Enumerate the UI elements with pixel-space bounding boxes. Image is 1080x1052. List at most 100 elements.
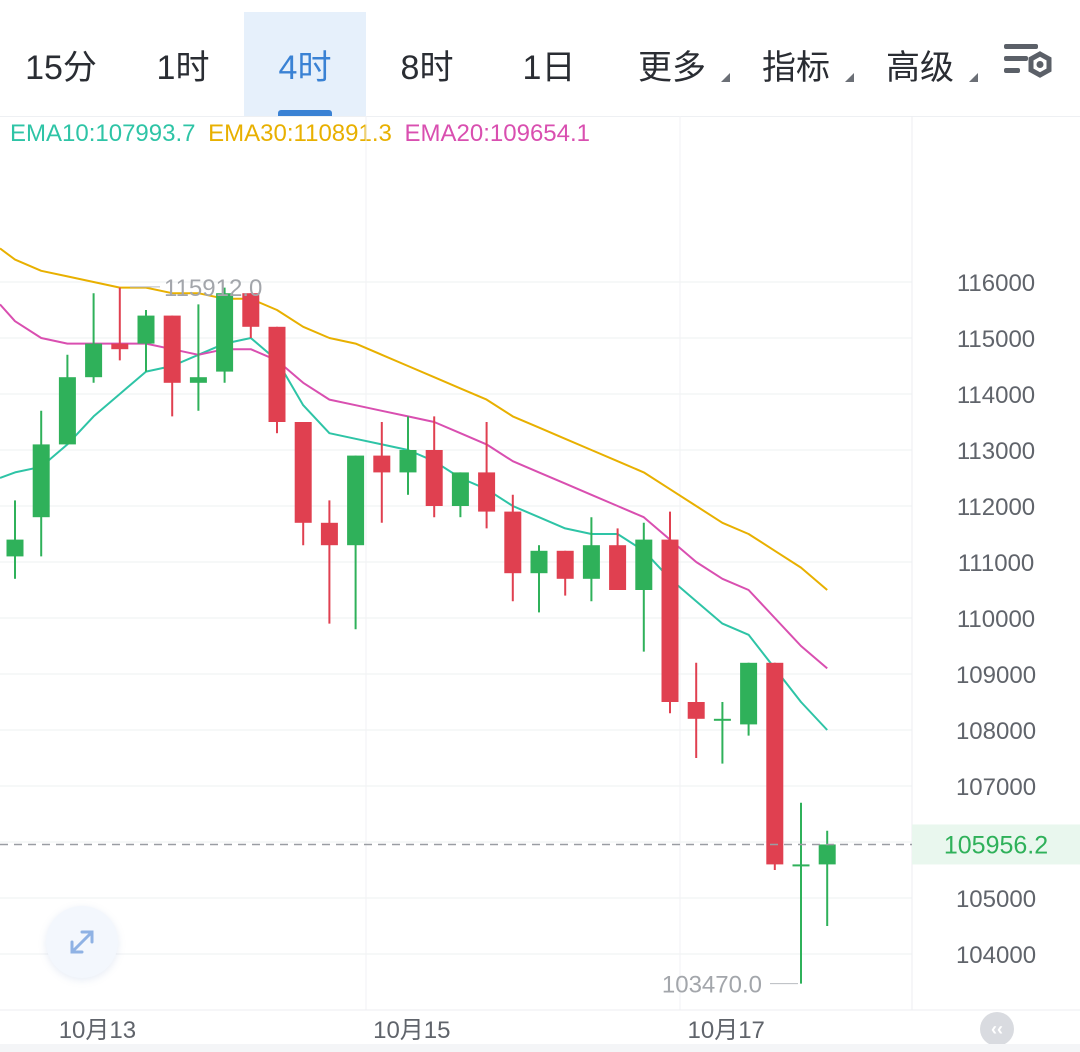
candle-body: [268, 326, 286, 422]
x-tick-label: 10月13: [59, 1017, 136, 1044]
candle: [320, 500, 338, 624]
candle: [687, 662, 705, 758]
candle-body: [556, 550, 574, 579]
y-tick-label: 116000: [957, 270, 1035, 297]
tab-4h[interactable]: 4时: [244, 12, 366, 116]
active-tab-indicator: [278, 110, 332, 116]
candle-body: [189, 377, 207, 383]
candle-body: [792, 864, 810, 867]
more-dropdown[interactable]: 更多: [610, 12, 734, 116]
fullscreen-button[interactable]: [46, 906, 118, 978]
indicators-dropdown[interactable]: 指标: [734, 12, 858, 116]
y-tick-label: 112000: [957, 494, 1035, 521]
candle-body: [451, 472, 469, 506]
ema-line-ema10: [0, 337, 828, 731]
candle-body: [425, 450, 443, 506]
ema-line-ema20: [0, 303, 828, 670]
tab-1h[interactable]: 1时: [122, 12, 244, 116]
tab-4h-label: 4时: [278, 48, 332, 87]
candle-body: [399, 450, 417, 473]
candle: [32, 410, 50, 557]
candle-body: [504, 511, 522, 574]
candle: [818, 830, 836, 926]
y-tick-label: 109000: [956, 662, 1036, 689]
candle-body: [478, 472, 496, 512]
ema-legend: EMA10:107993.7 EMA30:110891.3 EMA20:1096…: [10, 120, 596, 148]
candle: [766, 662, 784, 870]
candle: [530, 545, 548, 613]
dropdown-corner-icon: [969, 73, 978, 82]
candle-body: [661, 539, 679, 702]
y-tick-label: 115000: [957, 326, 1035, 353]
candle: [425, 416, 443, 518]
candle: [504, 494, 522, 602]
x-tick-label: 10月17: [688, 1017, 765, 1044]
tab-1d[interactable]: 1日: [488, 12, 610, 116]
candle: [85, 293, 103, 383]
y-tick-label: 104000: [956, 942, 1036, 969]
candle-body: [294, 422, 312, 523]
ema10-value: EMA10:107993.7: [10, 120, 196, 147]
candle-layer: [6, 287, 836, 984]
candle-body: [6, 539, 24, 557]
candle: [399, 416, 417, 495]
candle-body: [530, 550, 548, 574]
candle-body: [347, 455, 365, 546]
candle: [347, 455, 365, 630]
label-layer: 1040001050001060001070001080001090001100…: [0, 270, 1080, 1044]
candle: [163, 315, 181, 417]
candle-body: [111, 343, 129, 350]
candle-body: [58, 377, 76, 445]
candle-body: [609, 545, 627, 590]
candle: [792, 802, 810, 984]
more-label: 更多: [638, 48, 706, 87]
candle: [58, 354, 76, 445]
x-tick-label: 10月15: [373, 1017, 450, 1044]
dropdown-corner-icon: [721, 73, 730, 82]
tab-8h-label: 8时: [400, 48, 454, 87]
candle-body: [32, 444, 50, 518]
candle-body: [216, 293, 234, 372]
candle-body: [687, 702, 705, 719]
tab-8h[interactable]: 8时: [366, 12, 488, 116]
candle-body: [137, 315, 155, 344]
y-tick-label: 108000: [956, 718, 1036, 745]
scroll-to-latest-button[interactable]: ‹‹: [980, 1012, 1014, 1046]
candle: [582, 517, 600, 602]
candle-body: [818, 844, 836, 865]
candle: [268, 326, 286, 434]
tab-1h-label: 1时: [156, 48, 210, 87]
y-tick-label: 114000: [957, 382, 1035, 409]
candle: [373, 422, 391, 523]
candle: [6, 500, 24, 579]
candlestick-chart[interactable]: 1040001050001060001070001080001090001100…: [0, 116, 1080, 1044]
candle: [661, 511, 679, 714]
y-tick-label: 105000: [956, 886, 1036, 913]
candle: [242, 293, 260, 338]
candle-body: [582, 545, 600, 579]
candle: [189, 304, 207, 411]
candle: [740, 662, 758, 736]
candle-body: [163, 315, 181, 383]
last-price-label: 105956.2: [944, 831, 1048, 859]
y-tick-label: 113000: [957, 438, 1035, 465]
y-tick-label: 107000: [956, 774, 1036, 801]
candle: [294, 422, 312, 546]
ema-line-ema30: [0, 247, 828, 591]
interval-toolbar: 15分 1时 4时 8时 1日 更多 指标 高级: [0, 0, 1080, 117]
candle-body: [242, 293, 260, 327]
tab-15m-label: 15分: [25, 48, 97, 87]
chart-settings-icon[interactable]: [1002, 42, 1058, 86]
candle-body: [85, 343, 103, 378]
candle: [713, 702, 731, 764]
expand-arrows-icon: [70, 930, 94, 954]
candle-body: [713, 718, 731, 721]
ema-layer: [0, 247, 828, 731]
scroll-latest-icon: ‹‹: [991, 1018, 1003, 1039]
bottom-bar: [0, 1044, 1080, 1052]
ema20-value: EMA20:109654.1: [404, 120, 591, 147]
y-tick-label: 111000: [958, 550, 1035, 577]
tab-15m[interactable]: 15分: [0, 12, 122, 116]
tab-1d-label: 1日: [522, 48, 576, 87]
advanced-dropdown[interactable]: 高级: [858, 12, 982, 116]
